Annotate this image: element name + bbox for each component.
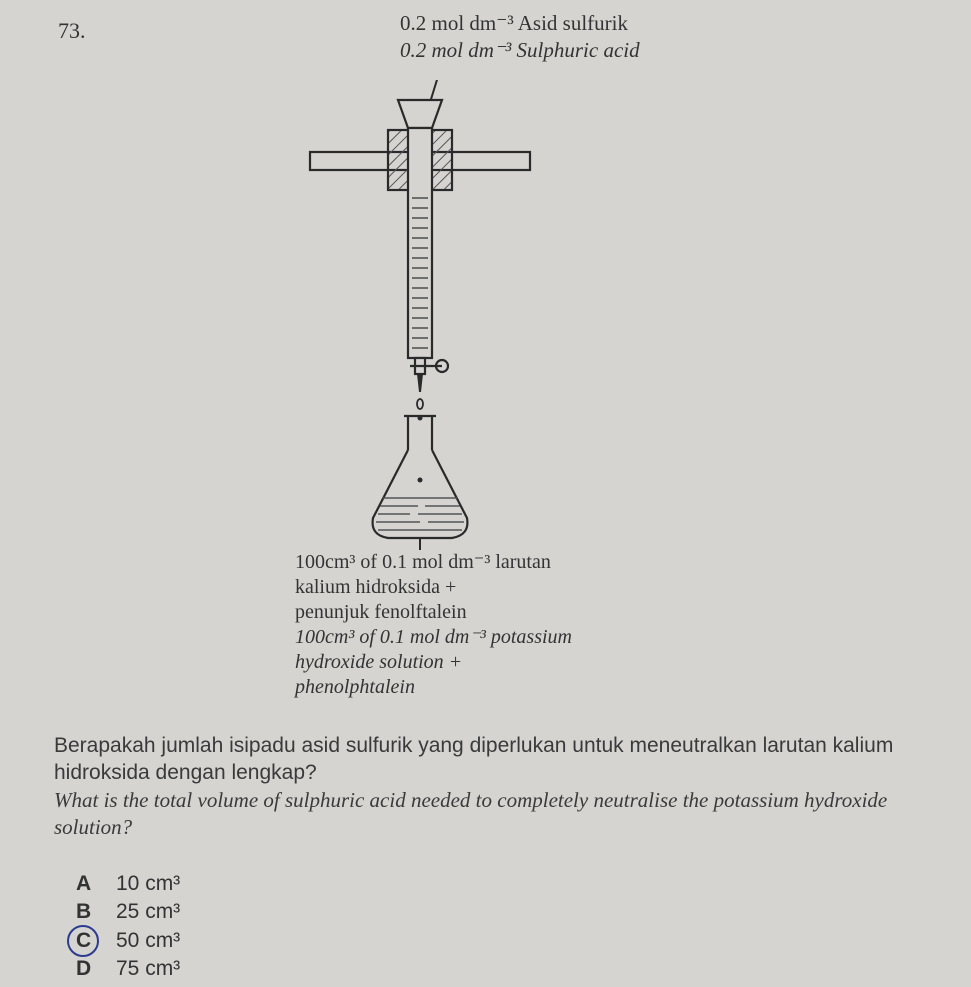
flask-label-bm-3: penunjuk fenolftalein <box>295 600 572 625</box>
flask-label-bm-1: 100cm³ of 0.1 mol dm⁻³ larutan <box>295 550 572 575</box>
titration-diagram <box>270 80 570 550</box>
option-d-letter: D <box>76 955 116 983</box>
page: 73. 0.2 mol dm⁻³ Asid sulfurik 0.2 mol d… <box>0 0 971 987</box>
answer-options: A 10 cm³ B 25 cm³ C 50 cm³ D 75 cm³ <box>76 870 180 983</box>
flask-label: 100cm³ of 0.1 mol dm⁻³ larutan kalium hi… <box>295 550 572 700</box>
option-c-text: 50 cm³ <box>116 927 180 955</box>
flask-label-en-2: hydroxide solution + <box>295 650 572 675</box>
option-b[interactable]: B 25 cm³ <box>76 898 180 926</box>
question-en: What is the total volume of sulphuric ac… <box>54 787 941 842</box>
option-b-letter: B <box>76 898 116 926</box>
question-bm: Berapakah jumlah isipadu asid sulfurik y… <box>54 732 941 787</box>
option-a[interactable]: A 10 cm³ <box>76 870 180 898</box>
flask-label-bm-2: kalium hidroksida + <box>295 575 572 600</box>
flask-label-en-3: phenolphtalein <box>295 675 572 700</box>
burette-label: 0.2 mol dm⁻³ Asid sulfurik 0.2 mol dm⁻³ … <box>400 10 640 65</box>
burette-label-en: 0.2 mol dm⁻³ Sulphuric acid <box>400 37 640 64</box>
burette-label-bm: 0.2 mol dm⁻³ Asid sulfurik <box>400 10 640 37</box>
option-b-text: 25 cm³ <box>116 898 180 926</box>
option-c-letter: C <box>76 927 116 955</box>
flask-label-en-1: 100cm³ of 0.1 mol dm⁻³ potassium <box>295 625 572 650</box>
option-a-text: 10 cm³ <box>116 870 180 898</box>
question-number: 73. <box>58 18 86 44</box>
option-c[interactable]: C 50 cm³ <box>76 927 180 955</box>
question-text: Berapakah jumlah isipadu asid sulfurik y… <box>54 732 941 841</box>
option-d-text: 75 cm³ <box>116 955 180 983</box>
option-d[interactable]: D 75 cm³ <box>76 955 180 983</box>
option-a-letter: A <box>76 870 116 898</box>
